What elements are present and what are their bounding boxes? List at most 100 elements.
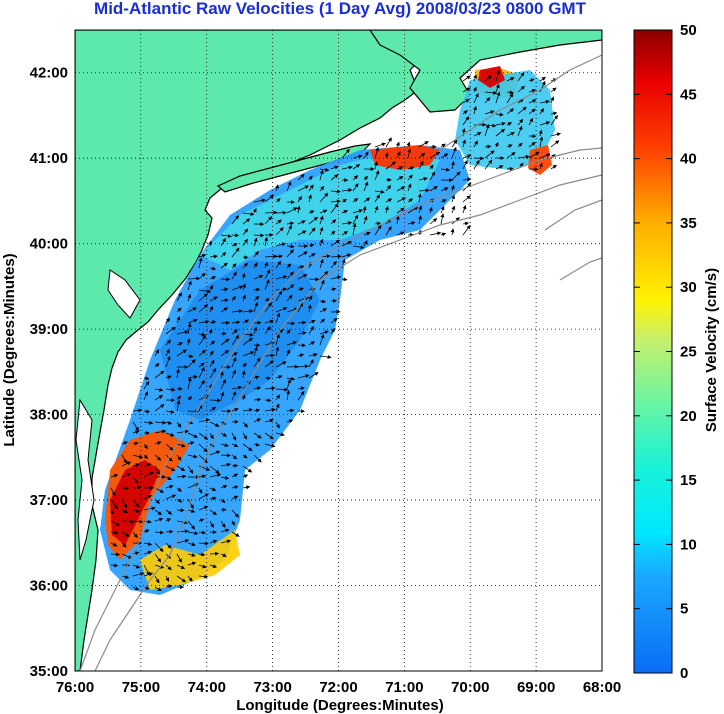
velocity-arrow (319, 354, 332, 359)
velocity-arrow (462, 154, 472, 159)
velocity-arrow (186, 338, 191, 346)
velocity-arrow (121, 519, 135, 524)
velocity-arrow (143, 572, 154, 577)
velocity-arrow (154, 370, 165, 379)
velocity-arrow (286, 321, 296, 326)
velocity-arrow (264, 269, 271, 280)
velocity-arrow (264, 432, 274, 440)
velocity-arrow (209, 496, 217, 501)
velocity-arrow (253, 357, 261, 368)
velocity-arrow (231, 271, 237, 280)
velocity-arrow (528, 151, 540, 159)
velocity-arrow (462, 110, 468, 115)
bathymetry-contour (94, 174, 602, 671)
velocity-arrow (495, 112, 504, 117)
velocity-arrow (198, 253, 207, 258)
velocity-arrow (462, 221, 469, 226)
velocity-arrow (231, 320, 241, 325)
velocity-arrow (209, 276, 217, 280)
velocity-arrow (341, 277, 348, 282)
velocity-arrow (231, 391, 237, 401)
velocity-arrow (242, 443, 253, 452)
velocity-arrow (231, 263, 237, 269)
velocity-arrow (275, 312, 281, 324)
velocity-arrow (231, 357, 237, 368)
velocity-arrow (154, 517, 164, 522)
velocity-arrow (231, 531, 240, 537)
velocity-arrow (208, 383, 213, 390)
velocity-arrow (198, 379, 205, 390)
velocity-arrow (264, 298, 270, 303)
velocity-arrow (308, 194, 312, 203)
velocity-arrow (506, 77, 515, 82)
velocity-arrow (132, 551, 140, 556)
velocity-arrow (209, 509, 217, 516)
velocity-arrow (374, 221, 381, 226)
y-axis-title: Latitude (Degrees:Minutes) (1, 253, 18, 446)
velocity-arrow (473, 74, 477, 82)
velocity-arrow (253, 432, 262, 439)
velocity-arrow (165, 575, 170, 582)
velocity-arrow (220, 298, 229, 303)
velocity-arrow (440, 232, 447, 237)
velocity-arrow (198, 574, 209, 579)
velocity-arrow (451, 171, 461, 181)
velocity-arrow (176, 553, 182, 563)
velocity-arrow (209, 266, 217, 271)
velocity-arrow (428, 206, 433, 214)
velocity-arrow (352, 175, 359, 181)
velocity-arrow (550, 96, 555, 104)
velocity-arrow (417, 193, 422, 203)
velocity-arrow (198, 332, 206, 337)
lat-tick-label: 37:00 (30, 492, 68, 509)
velocity-arrow (330, 230, 336, 236)
velocity-arrow (143, 443, 148, 450)
velocity-arrow (341, 253, 352, 258)
lat-tick-label: 35:00 (30, 663, 68, 680)
velocity-arrow (242, 309, 254, 314)
velocity-arrow (264, 216, 273, 225)
velocity-arrow (440, 213, 445, 225)
velocity-arrow (286, 341, 298, 346)
velocity-arrow (286, 329, 291, 335)
velocity-arrow (429, 218, 438, 225)
velocity-arrow (286, 419, 294, 424)
velocity-arrow (396, 176, 404, 181)
velocity-arrow (154, 395, 164, 401)
velocity-arrow (286, 263, 292, 269)
velocity-arrow (374, 194, 380, 203)
lon-tick-label: 75:00 (122, 679, 160, 696)
velocity-arrow (241, 394, 246, 401)
velocity-arrow (132, 531, 138, 538)
velocity-arrow (319, 318, 326, 324)
velocity-arrow (297, 287, 304, 292)
velocity-arrow (165, 326, 176, 335)
velocity-arrow (198, 518, 205, 523)
velocity-arrow (176, 292, 182, 302)
colorbar-tick-label: 10 (680, 536, 697, 553)
velocity-arrow (132, 509, 141, 513)
velocity-arrow (209, 473, 222, 478)
velocity-arrow (187, 276, 201, 281)
velocity-arrow (484, 144, 492, 149)
velocity-arrow (198, 443, 208, 453)
velocity-arrow (176, 564, 186, 570)
velocity-arrow (176, 487, 182, 492)
velocity-arrow (187, 509, 196, 513)
velocity-arrow (110, 520, 120, 527)
velocity-arrow (517, 98, 524, 104)
velocity-arrow (198, 418, 210, 423)
velocity-arrow (440, 199, 447, 203)
velocity-arrow (143, 471, 155, 478)
velocity-arrow (187, 498, 194, 509)
velocity-arrow (429, 186, 438, 192)
velocity-arrow (264, 302, 272, 313)
velocity-arrow (165, 529, 174, 534)
velocity-arrow (209, 406, 217, 412)
velocity-arrow (374, 142, 386, 148)
velocity-arrow (462, 205, 467, 214)
velocity-arrow (363, 215, 368, 225)
velocity-arrow (275, 219, 282, 225)
velocity-arrow (264, 407, 276, 412)
velocity-arrow (363, 181, 369, 192)
